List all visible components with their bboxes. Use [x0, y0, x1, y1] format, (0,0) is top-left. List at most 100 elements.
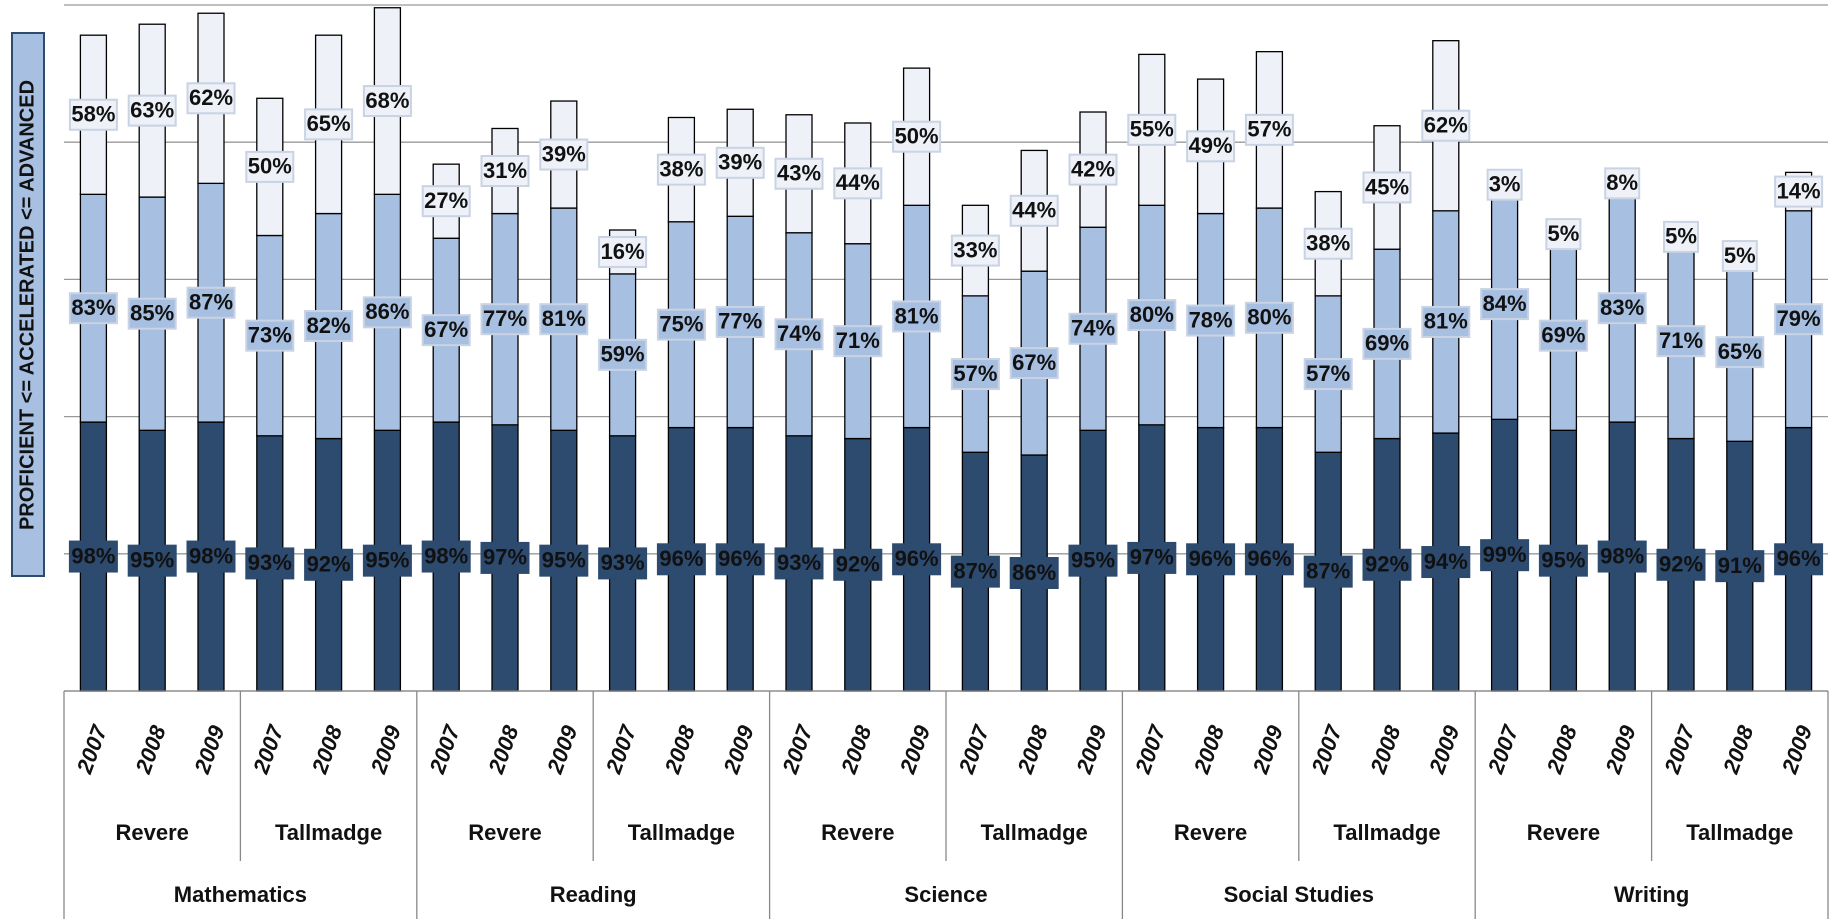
group-label: Tallmadge: [1333, 820, 1440, 845]
data-label: 83%: [71, 295, 115, 320]
data-label: 91%: [1718, 553, 1762, 578]
data-label-box: [715, 305, 765, 338]
data-label: 8%: [1606, 170, 1638, 195]
data-label-box: [1009, 557, 1059, 590]
x-tick-label: 2007: [1483, 720, 1524, 777]
x-tick-label: 2008: [307, 721, 348, 777]
x-tick-label: 2009: [1071, 721, 1112, 777]
data-label: 62%: [189, 85, 233, 110]
data-label: 74%: [777, 321, 821, 346]
x-tick-label: 2009: [365, 721, 406, 777]
data-label: 45%: [1365, 174, 1409, 199]
group-label: Revere: [821, 820, 894, 845]
data-label-box: [68, 292, 118, 325]
data-label: 75%: [659, 311, 703, 336]
data-label: 71%: [836, 328, 880, 353]
data-label-box: [1663, 220, 1699, 253]
data-label: 94%: [1424, 549, 1468, 574]
x-tick-label: 2007: [424, 720, 465, 777]
data-label-box: [245, 547, 295, 580]
data-label-box: [1774, 303, 1824, 336]
data-label-box: [1303, 555, 1353, 588]
x-tick-label: 2008: [130, 721, 171, 777]
data-label-box: [1303, 227, 1353, 260]
data-label-box: [715, 146, 765, 179]
y-label-box: [11, 32, 45, 577]
x-tick-label: 2007: [71, 720, 112, 777]
x-tick-label: 2009: [189, 721, 230, 777]
data-label: 65%: [307, 111, 351, 136]
data-label-box: [1721, 240, 1758, 273]
data-label: 95%: [1541, 547, 1585, 572]
data-label: 77%: [718, 309, 762, 334]
data-label: 95%: [1071, 547, 1115, 572]
data-label-box: [480, 303, 530, 336]
data-label-box: [715, 543, 765, 576]
x-tick-label: 2007: [1130, 720, 1171, 777]
data-label-box: [950, 555, 1000, 588]
data-label-box: [598, 338, 648, 371]
data-label-box: [656, 543, 706, 576]
data-label-box: [1127, 541, 1177, 574]
data-label: 93%: [777, 550, 821, 575]
data-label-box: [950, 234, 1000, 267]
data-label-box: [1604, 167, 1641, 200]
data-label: 96%: [659, 546, 703, 571]
data-label-box: [656, 153, 706, 186]
data-label: 98%: [1600, 543, 1644, 568]
data-label-box: [127, 297, 177, 330]
data-label-box: [1774, 175, 1824, 208]
x-tick-label: 2008: [1012, 721, 1053, 777]
data-label-box: [245, 150, 295, 183]
data-label: 73%: [248, 322, 292, 347]
data-label-box: [362, 544, 412, 577]
data-label-box: [186, 82, 236, 115]
data-label: 93%: [601, 550, 645, 575]
data-label-box: [1545, 218, 1582, 251]
data-label: 87%: [1306, 558, 1350, 583]
data-label-box: [245, 319, 295, 352]
data-label-box: [833, 548, 883, 581]
data-label-box: [1244, 113, 1294, 146]
data-label-box: [598, 547, 648, 580]
data-label: 69%: [1365, 331, 1409, 356]
data-label: 96%: [895, 546, 939, 571]
supergroup-label: Science: [904, 882, 987, 907]
data-label-box: [1656, 325, 1706, 358]
data-label: 55%: [1130, 117, 1174, 142]
data-label: 95%: [130, 547, 174, 572]
data-label: 92%: [1365, 552, 1409, 577]
data-label-box: [539, 303, 589, 336]
data-label: 82%: [307, 313, 351, 338]
data-label-box: [774, 318, 824, 351]
x-tick-label: 2008: [1718, 721, 1759, 777]
x-tick-label: 2007: [601, 720, 642, 777]
data-label: 5%: [1724, 243, 1756, 268]
data-label: 86%: [1012, 560, 1056, 585]
data-label: 42%: [1071, 156, 1115, 181]
data-label-box: [1186, 304, 1236, 337]
data-label-box: [186, 286, 236, 319]
y-axis-label: PROFICIENT <= ACCELERATED <= ADVANCED: [16, 80, 38, 530]
data-label-box: [1186, 130, 1236, 163]
data-label-box: [1597, 292, 1647, 325]
data-label: 39%: [542, 141, 586, 166]
data-label: 86%: [365, 299, 409, 324]
data-label: 67%: [424, 317, 468, 342]
data-label: 81%: [1424, 309, 1468, 334]
data-label: 87%: [189, 290, 233, 315]
x-tick-label: 2008: [483, 721, 524, 777]
data-label-box: [950, 358, 1000, 391]
data-label: 27%: [424, 188, 468, 213]
data-label: 39%: [718, 150, 762, 175]
data-label-box: [656, 308, 706, 341]
data-label-box: [1127, 113, 1177, 146]
data-label-box: [1421, 305, 1471, 338]
data-label-box: [1362, 171, 1412, 204]
data-label-box: [480, 155, 530, 188]
supergroup-label: Reading: [550, 882, 637, 907]
group-label: Revere: [1527, 820, 1600, 845]
x-tick-label: 2008: [1365, 721, 1406, 777]
data-label-box: [539, 544, 589, 577]
